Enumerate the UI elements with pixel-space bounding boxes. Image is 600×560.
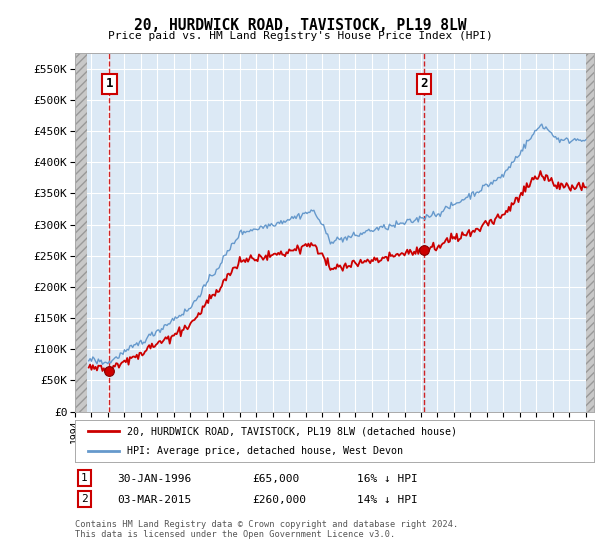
- Text: £65,000: £65,000: [252, 474, 299, 484]
- Text: HPI: Average price, detached house, West Devon: HPI: Average price, detached house, West…: [127, 446, 403, 456]
- Bar: [75, 53, 88, 412]
- Text: £260,000: £260,000: [252, 495, 306, 505]
- Bar: [586, 53, 594, 412]
- Text: 16% ↓ HPI: 16% ↓ HPI: [357, 474, 418, 484]
- Text: 2: 2: [81, 494, 88, 504]
- Text: 14% ↓ HPI: 14% ↓ HPI: [357, 495, 418, 505]
- Text: Contains HM Land Registry data © Crown copyright and database right 2024.
This d: Contains HM Land Registry data © Crown c…: [75, 520, 458, 539]
- Text: 1: 1: [106, 77, 113, 90]
- Text: 2: 2: [420, 77, 428, 90]
- Text: 1: 1: [81, 473, 88, 483]
- Text: 30-JAN-1996: 30-JAN-1996: [117, 474, 191, 484]
- Text: Price paid vs. HM Land Registry's House Price Index (HPI): Price paid vs. HM Land Registry's House …: [107, 31, 493, 41]
- Text: 03-MAR-2015: 03-MAR-2015: [117, 495, 191, 505]
- Text: 20, HURDWICK ROAD, TAVISTOCK, PL19 8LW: 20, HURDWICK ROAD, TAVISTOCK, PL19 8LW: [134, 18, 466, 33]
- Text: 20, HURDWICK ROAD, TAVISTOCK, PL19 8LW (detached house): 20, HURDWICK ROAD, TAVISTOCK, PL19 8LW (…: [127, 426, 457, 436]
